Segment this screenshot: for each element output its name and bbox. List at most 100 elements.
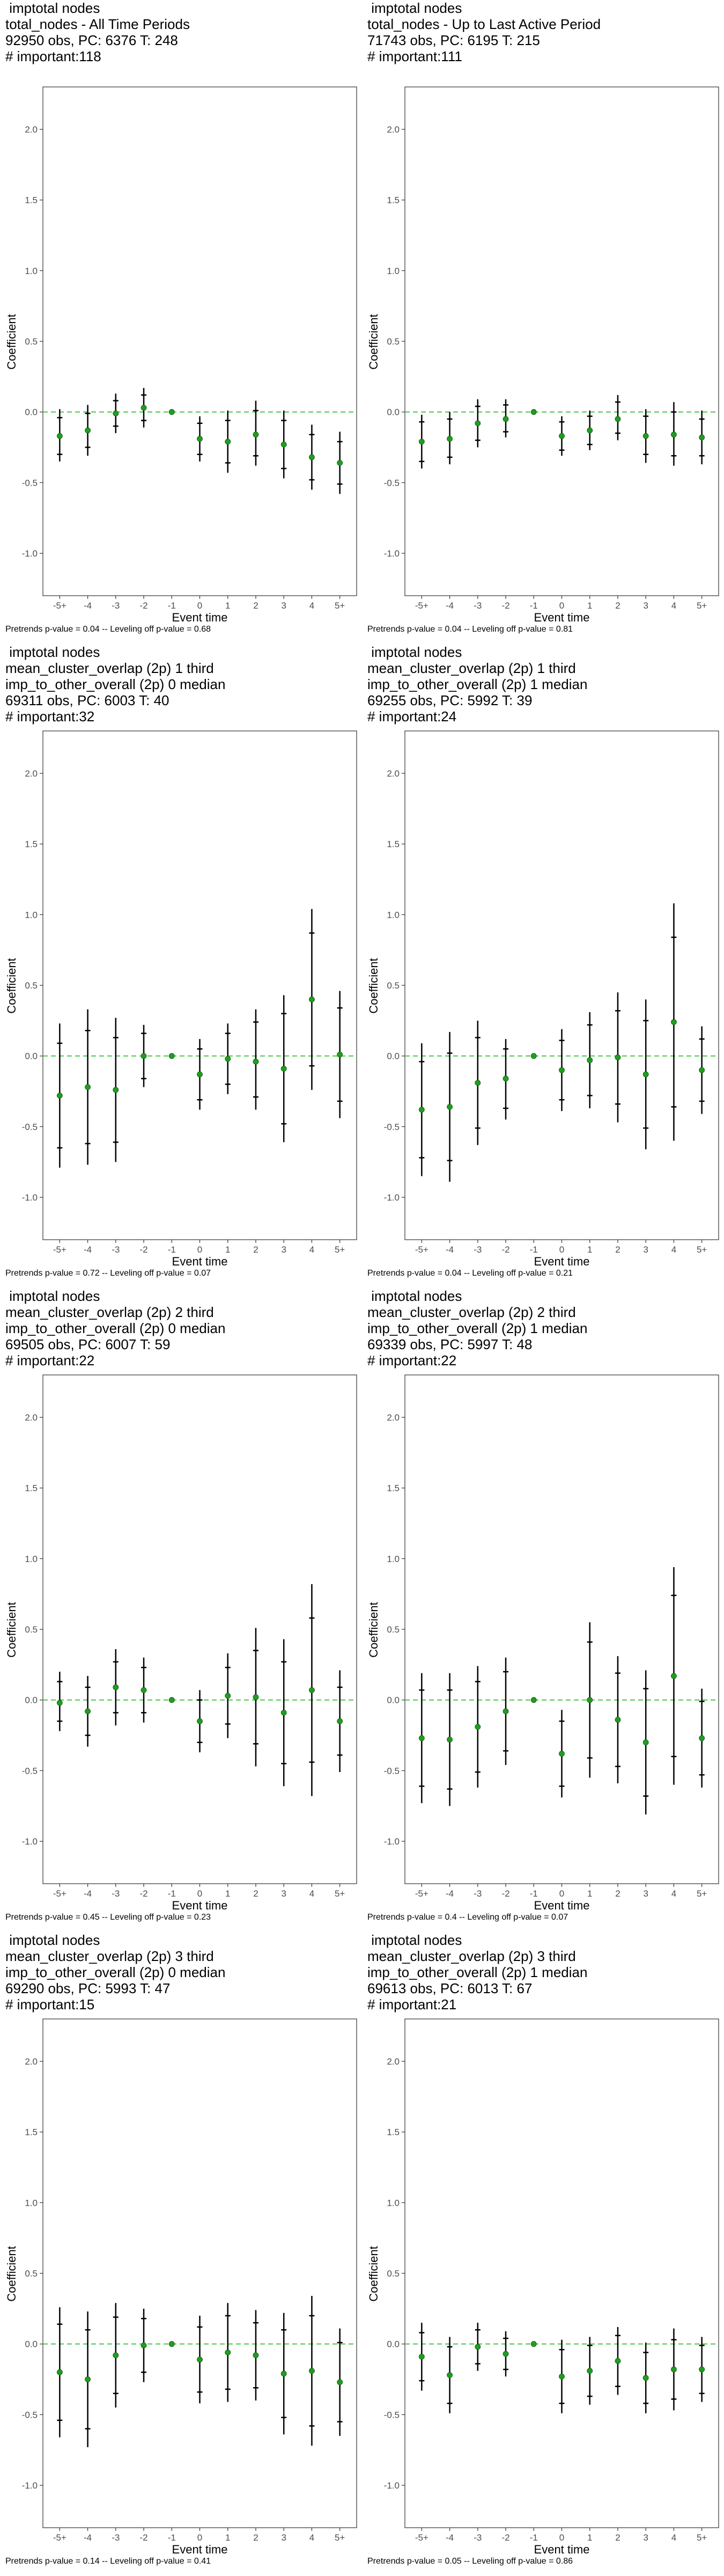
coefficient-point [615, 1054, 621, 1060]
x-tick-label: 2 [253, 1245, 258, 1255]
x-tick-label: -3 [474, 1889, 482, 1899]
y-tick-label: 1.5 [25, 2127, 38, 2138]
y-tick-label: -0.5 [22, 2410, 38, 2420]
coefficient-point [642, 1739, 649, 1746]
x-axis-label: Event time [172, 1899, 228, 1912]
chart-title-line: mean_cluster_overlap (2p) 3 third [367, 1948, 576, 1964]
coefficient-point [337, 2379, 343, 2385]
x-tick-label: -5+ [415, 601, 429, 611]
y-tick-label: 2.0 [25, 769, 38, 779]
y-axis-label: Coefficient [5, 314, 18, 370]
y-tick-label: 1.0 [25, 910, 38, 920]
chart-title-line: mean_cluster_overlap (2p) 2 third [367, 1304, 576, 1320]
x-tick-label: 3 [643, 2533, 648, 2543]
x-tick-label: 2 [615, 601, 620, 611]
chart-title-line: # important:32 [5, 708, 95, 724]
chart-title-line: 69505 obs, PC: 6007 T: 59 [5, 1336, 171, 1352]
coefficient-point [85, 2376, 91, 2382]
y-tick-label: -1.0 [22, 1192, 38, 1203]
y-tick-label: -1.0 [22, 1836, 38, 1847]
x-tick-label: 4 [671, 1245, 676, 1255]
x-tick-label: -4 [446, 601, 454, 611]
x-tick-label: -3 [112, 1245, 120, 1255]
y-tick-label: 1.5 [387, 839, 400, 850]
y-tick-label: 1.0 [25, 2198, 38, 2208]
chart-title-line: imptotal nodes [5, 1932, 100, 1948]
coefficient-point [530, 1697, 537, 1703]
x-tick-label: -2 [501, 601, 509, 611]
y-tick-label: 1.5 [387, 2127, 400, 2138]
x-tick-label: 1 [587, 1889, 592, 1899]
x-tick-label: -1 [530, 1245, 538, 1255]
y-tick-label: -0.5 [384, 1766, 400, 1776]
x-tick-label: 5+ [335, 601, 345, 611]
y-tick-label: 2.0 [387, 769, 400, 779]
chart-title: imptotal nodes mean_cluster_overlap (2p) … [367, 1288, 587, 1368]
y-tick-label: 1.5 [25, 1483, 38, 1494]
coefficient-point [280, 1065, 287, 1072]
coefficient-point [197, 436, 203, 442]
coefficient-point [615, 416, 621, 422]
coefficient-point [559, 1067, 565, 1073]
y-tick-label: 0.0 [387, 407, 400, 418]
chart-title-line: # important:118 [5, 48, 101, 64]
x-tick-label: 0 [559, 2533, 564, 2543]
coefficient-point [530, 409, 537, 415]
chart-title-line: imptotal nodes [5, 644, 100, 660]
x-tick-label: -3 [112, 1889, 120, 1899]
coefficient-point [530, 2341, 537, 2347]
chart-title-line: 69290 obs, PC: 5993 T: 47 [5, 1980, 171, 1996]
plot-svg: -1.0 -0.5 0.0 0.5 1.0 1.5 2.0 -5+ -4 -3 -2 -1 0 1 2 3 4 5… [22, 86, 357, 611]
y-tick-label: 0.5 [25, 336, 38, 347]
coefficient-point [113, 410, 119, 416]
coefficient-point [141, 1687, 147, 1693]
y-axis-label: Coefficient [5, 958, 18, 1014]
y-axis-label: Coefficient [367, 314, 380, 370]
chart-title: imptotal nodes mean_cluster_overlap (2p) … [5, 644, 225, 724]
y-tick-label: 0.5 [25, 980, 38, 991]
plot-frame [404, 1374, 719, 1884]
x-tick-label: -2 [501, 1889, 509, 1899]
coefficient-point [475, 1724, 481, 1730]
y-tick-label: -1.0 [22, 2480, 38, 2491]
x-tick-label: 5+ [697, 1889, 707, 1899]
x-tick-label: 0 [197, 601, 202, 611]
x-tick-label: 0 [559, 1889, 564, 1899]
chart-title-line: mean_cluster_overlap (2p) 2 third [5, 1304, 214, 1320]
chart-title-line: # important:24 [367, 708, 457, 724]
coefficient-point [280, 441, 287, 448]
chart-title-line: # important:15 [5, 1996, 95, 2012]
y-tick-label: 2.0 [387, 1413, 400, 1423]
x-tick-label: 0 [197, 1889, 202, 1899]
p-value-footnote: Pretrends p-value = 0.45 -- Leveling off… [5, 1913, 211, 1922]
x-tick-label: -4 [446, 1245, 454, 1255]
y-tick-label: 1.5 [387, 195, 400, 206]
coefficient-point [418, 1735, 425, 1741]
y-tick-label: -0.5 [384, 2410, 400, 2420]
x-axis-label: Event time [172, 2543, 228, 2556]
coefficient-point [587, 1697, 593, 1703]
x-tick-label: 3 [643, 1245, 648, 1255]
x-tick-label: 1 [587, 2533, 592, 2543]
y-tick-label: 2.0 [25, 125, 38, 135]
chart-title-line: imp_to_other_overall (2p) 0 median [5, 676, 226, 692]
y-tick-label: 1.5 [25, 195, 38, 206]
x-tick-label: 2 [615, 2533, 620, 2543]
coefficient-point [225, 1693, 231, 1699]
chart-title-line: # important:111 [367, 48, 462, 64]
y-tick-label: 1.0 [387, 2198, 400, 2208]
coefficient-point [559, 433, 565, 439]
x-tick-label: 2 [253, 2533, 258, 2543]
coefficient-point [447, 1737, 453, 1743]
x-tick-label: -5+ [415, 1889, 429, 1899]
coefficient-point [337, 1718, 343, 1724]
chart-title-line: # important:22 [367, 1352, 457, 1368]
coefficient-point [475, 1080, 481, 1086]
chart-title-line: imp_to_other_overall (2p) 1 median [367, 1320, 588, 1336]
chart-title-line: total_nodes - All Time Periods [5, 16, 190, 32]
y-tick-label: 0.0 [25, 2339, 38, 2350]
coefficient-point [141, 2342, 147, 2348]
coefficient-point [309, 2368, 315, 2374]
y-tick-label: -0.5 [22, 478, 38, 488]
coefficient-point [113, 1684, 119, 1690]
